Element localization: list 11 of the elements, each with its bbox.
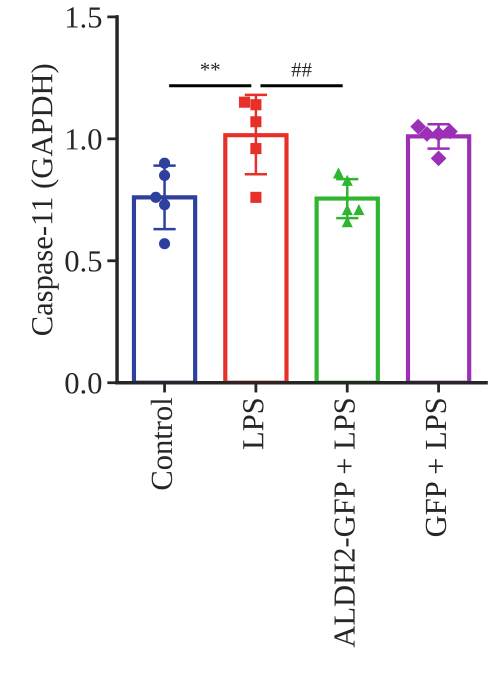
x-tick-label: Control — [150, 398, 172, 490]
x-tick-label: LPS — [243, 399, 264, 450]
x-tick-label: ALDH2-GFP + LPS — [334, 399, 355, 648]
y-tick-label: 1.5 — [66, 7, 102, 28]
annotation: ** — [200, 62, 220, 70]
y-tick-label: 0.5 — [65, 251, 102, 272]
y-axis-title: Caspase-11 (GAPDH) — [31, 64, 59, 336]
annotation: ## — [292, 62, 312, 76]
y-tick-label: 1.0 — [66, 129, 102, 150]
y-tick-label: 0.0 — [65, 373, 102, 394]
x-tick-label: GFP + LPS — [426, 399, 446, 536]
